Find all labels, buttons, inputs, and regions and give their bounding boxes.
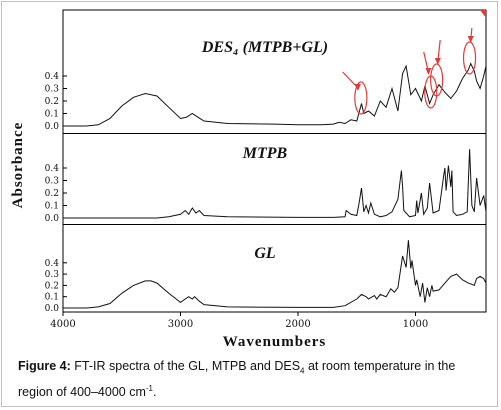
x-tick-label: 4000 <box>50 319 75 330</box>
y-tick-label: 0.3 <box>45 85 60 95</box>
y-tick-label: 0.1 <box>45 202 59 212</box>
corner-marker <box>480 10 486 18</box>
x-tick-label: 3000 <box>168 319 193 330</box>
y-tick-label: 0.0 <box>45 214 60 224</box>
panel-label: MTPB <box>242 145 288 162</box>
caption-superscript: -1 <box>145 383 153 393</box>
x-tick-label: 2000 <box>285 319 310 330</box>
caption-text-b: at room temperature in the region of 400… <box>18 359 456 399</box>
annotation-arrowhead <box>434 58 441 65</box>
annotation-arrowhead <box>425 68 432 75</box>
panel-label: DES₄ (MTPB+GL) <box>201 39 328 56</box>
y-tick-label: 0.1 <box>45 293 59 303</box>
annotation-circle <box>430 63 444 97</box>
y-tick-label: 0.2 <box>45 281 59 291</box>
caption-text-a: FT-IR spectra of the GL, MTPB and DES <box>70 359 301 373</box>
x-tick-label: 1000 <box>403 319 428 330</box>
annotation-arrowhead <box>354 84 361 91</box>
y-tick-label: 0.4 <box>45 72 60 82</box>
annotation-circle <box>462 41 477 75</box>
spectrum-line <box>63 62 487 127</box>
x-axis-title: Wavenumbers <box>223 334 327 350</box>
y-tick-label: 0.1 <box>45 110 59 120</box>
caption-text-c: . <box>153 384 157 399</box>
annotation-circle <box>354 81 368 115</box>
y-axis-title: Absorbance <box>10 122 26 209</box>
y-tick-label: 0.2 <box>45 97 59 107</box>
spectrum-line <box>63 149 487 219</box>
spectrum-line <box>63 240 487 309</box>
annotation-arrowhead <box>467 36 474 43</box>
caption-subscript: 4 <box>300 366 305 376</box>
caption-label: Figure 4: <box>18 359 71 373</box>
figure-caption: Figure 4: FT-IR spectra of the GL, MTPB … <box>18 358 488 401</box>
y-tick-label: 0.0 <box>45 122 60 132</box>
y-tick-label: 0.3 <box>45 270 60 280</box>
plot-border <box>62 9 487 313</box>
panel-label: GL <box>254 245 276 262</box>
y-tick-label: 0.4 <box>45 259 60 269</box>
annotation-arrow <box>342 71 359 89</box>
y-tick-label: 0.0 <box>45 304 60 314</box>
y-tick-label: 0.4 <box>45 164 60 174</box>
y-tick-label: 0.3 <box>45 177 60 187</box>
y-tick-label: 0.2 <box>45 189 59 199</box>
